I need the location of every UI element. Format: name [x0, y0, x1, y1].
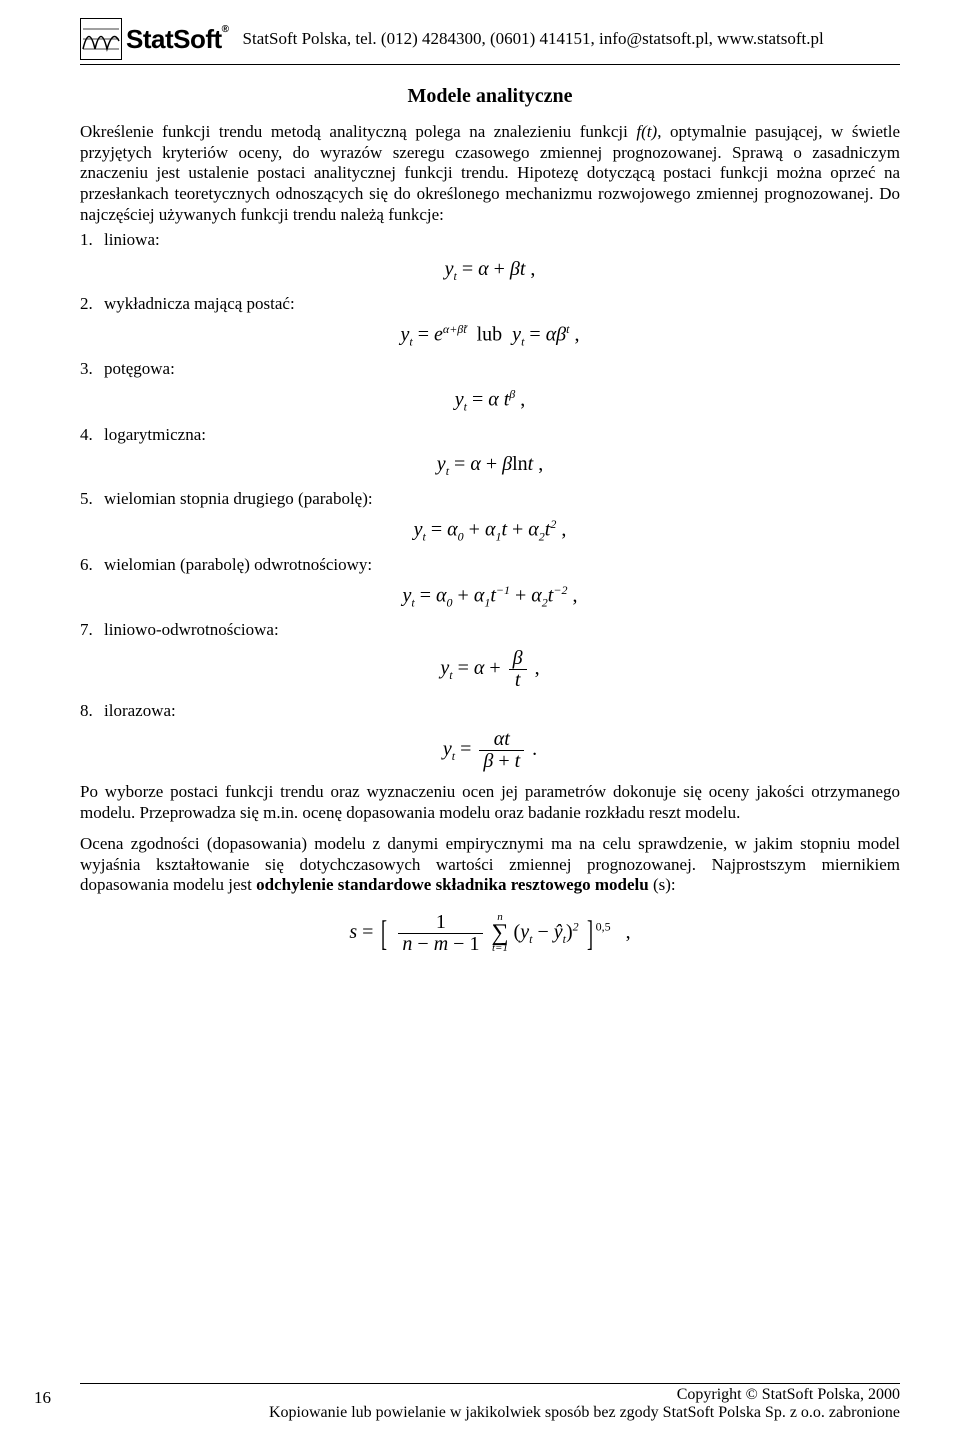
list-item: 7.liniowo-odwrotnościowa: [80, 620, 900, 640]
formula-linear-inv: yt = α + βt , [80, 648, 900, 691]
logo: StatSoft® [80, 18, 229, 60]
formula-power: yt = α tβ , [80, 387, 900, 415]
list-item: 5.wielomian stopnia drugiego (parabolę): [80, 489, 900, 509]
paragraph-2: Po wyborze postaci funkcji trendu oraz w… [80, 782, 900, 823]
paragraph-3: Ocena zgodności (dopasowania) modelu z d… [80, 834, 900, 896]
section-title: Modele analityczne [80, 85, 900, 108]
copyright-line: Copyright © StatSoft Polska, 2000 [80, 1386, 900, 1404]
statsoft-logo-icon [80, 18, 122, 60]
formula-log: yt = α + βlnt , [80, 453, 900, 479]
logo-text: StatSoft® [126, 24, 229, 55]
page-header: StatSoft® StatSoft Polska, tel. (012) 42… [80, 18, 900, 65]
formula-iloraz: yt = αtβ + t . [80, 729, 900, 772]
formula-s: s = [ 1n − m − 1 n∑t=1 (yt − ŷt)2 ]0,5 , [80, 912, 900, 955]
formula-poly-inv: yt = α0 + α1t−1 + α2t−2 , [80, 583, 900, 611]
formula-linear: yt = α + βt , [80, 258, 900, 284]
formula-poly2: yt = α0 + α1t + α2t2 , [80, 517, 900, 545]
list-item: 3.potęgowa: [80, 359, 900, 379]
page-footer: 16 Copyright © StatSoft Polska, 2000 Kop… [80, 1383, 900, 1422]
copyright-ban: Kopiowanie lub powielanie w jakikolwiek … [80, 1404, 900, 1422]
intro-paragraph: Określenie funkcji trendu metodą anality… [80, 122, 900, 226]
list-item: 6.wielomian (parabolę) odwrotnościowy: [80, 555, 900, 575]
header-company-line: StatSoft Polska, tel. (012) 4284300, (06… [243, 29, 824, 49]
formula-exponential: yt = eα+β̃t lub yt = αβt , [80, 322, 900, 350]
list-item: 4.logarytmiczna: [80, 425, 900, 445]
page-number: 16 [34, 1388, 51, 1408]
list-item: 8.ilorazowa: [80, 701, 900, 721]
list-item: 2.wykładnicza mającą postać: [80, 294, 900, 314]
list-item: 1.liniowa: [80, 230, 900, 250]
